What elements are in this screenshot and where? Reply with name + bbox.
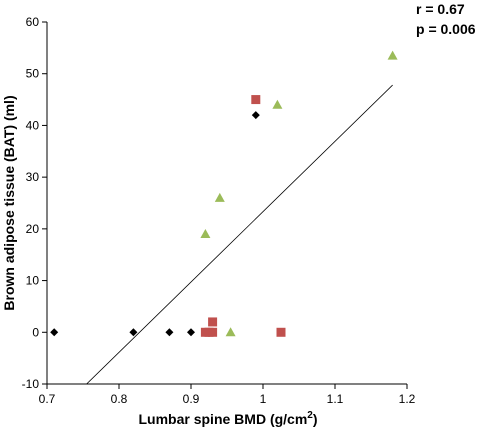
data-points	[50, 50, 398, 337]
diamond-point	[50, 328, 59, 337]
x-tick-label: 1	[260, 392, 267, 406]
x-tick-label: 0.9	[183, 392, 200, 406]
triangle-point	[200, 229, 211, 239]
y-tick-label: 60	[26, 15, 40, 29]
y-tick-label: -10	[22, 377, 40, 391]
x-tick-label: 0.7	[39, 392, 56, 406]
triangle-point	[272, 99, 283, 109]
y-tick-label: 0	[32, 325, 39, 339]
x-tick-label: 1.1	[327, 392, 344, 406]
y-tick-label: 30	[26, 170, 40, 184]
square-point	[276, 327, 286, 337]
diamond-point	[251, 111, 260, 120]
x-axis-title: Lumbar spine BMD (g/cm2)	[138, 410, 317, 427]
trend-line	[86, 84, 393, 385]
diamond-point	[129, 328, 138, 337]
y-axis-ticks: -10 0 10 20 30 40 50 60	[22, 15, 47, 391]
triangle-point	[225, 327, 236, 337]
diamond-point	[165, 328, 174, 337]
square-point	[208, 327, 218, 337]
correlation-r: r = 0.67	[416, 1, 465, 17]
diamond-point	[187, 328, 195, 337]
y-tick-label: 50	[26, 67, 40, 81]
x-tick-label: 1.2	[399, 392, 416, 406]
square-point	[208, 317, 218, 327]
y-tick-label: 10	[26, 274, 40, 288]
square-point	[251, 95, 261, 105]
x-tick-label: 0.8	[111, 392, 128, 406]
triangle-point	[387, 50, 398, 60]
correlation-p: p = 0.006	[416, 21, 476, 37]
y-axis-title: Brown adipose tissue (BAT) (ml)	[1, 95, 17, 310]
triangle-point	[214, 192, 225, 202]
y-tick-label: 40	[26, 118, 40, 132]
x-axis-ticks: 0.7 0.8 0.9 1 1.1 1.2	[39, 384, 416, 406]
y-tick-label: 20	[26, 222, 40, 236]
